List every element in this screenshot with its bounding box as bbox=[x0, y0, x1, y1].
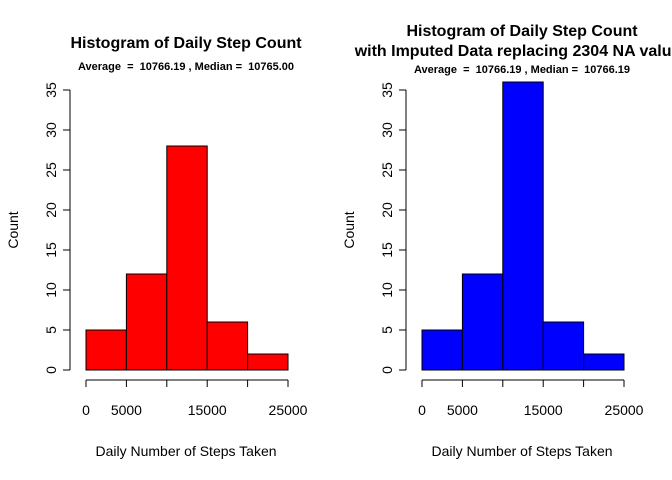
x-tick-label: 0 bbox=[418, 402, 426, 418]
y-tick-label: 10 bbox=[43, 282, 59, 298]
histogram-bar bbox=[542, 321, 585, 371]
y-tick-label: 0 bbox=[43, 366, 59, 374]
panel-imputed-data: Histogram of Daily Step Count with Imput… bbox=[341, 23, 672, 459]
y-tick-label: 30 bbox=[379, 122, 395, 138]
x-tick-label: 5000 bbox=[111, 402, 142, 418]
x-tick-label: 15000 bbox=[524, 402, 563, 418]
histogram-bar bbox=[85, 329, 127, 371]
panel-original-data: Histogram of Daily Step Count Average = … bbox=[5, 35, 308, 459]
y-tick-label: 5 bbox=[379, 326, 395, 334]
histogram-bar bbox=[461, 273, 504, 371]
histogram-bar bbox=[502, 81, 544, 371]
x-tick-label: 5000 bbox=[447, 402, 478, 418]
y-tick-label: 35 bbox=[43, 82, 59, 98]
x-axis-title: Daily Number of Steps Taken bbox=[95, 443, 276, 459]
y-axis-title: Count bbox=[341, 211, 357, 248]
y-tick-label: 25 bbox=[43, 162, 59, 178]
histogram-bar bbox=[206, 321, 249, 371]
histogram-bar bbox=[166, 145, 208, 371]
x-axis-title: Daily Number of Steps Taken bbox=[431, 443, 612, 459]
chart-subtitle: Average = 10766.19 , Median = 10766.19 bbox=[414, 64, 630, 76]
x-tick-label: 15000 bbox=[188, 402, 227, 418]
y-tick-label: 10 bbox=[379, 282, 395, 298]
chart-title: Histogram of Daily Step Count bbox=[406, 23, 638, 40]
y-tick-label: 25 bbox=[379, 162, 395, 178]
y-tick-label: 0 bbox=[379, 366, 395, 374]
chart-title: Histogram of Daily Step Count bbox=[70, 35, 302, 52]
chart-subtitle: Average = 10766.19 , Median = 10765.00 bbox=[78, 61, 294, 73]
y-tick-label: 15 bbox=[379, 242, 395, 258]
y-tick-label: 35 bbox=[379, 82, 395, 98]
histogram-bar bbox=[421, 329, 463, 371]
x-tick-label: 0 bbox=[82, 402, 90, 418]
histogram-bar bbox=[583, 353, 625, 371]
y-tick-label: 20 bbox=[43, 202, 59, 218]
y-tick-label: 20 bbox=[379, 202, 395, 218]
histogram-bar bbox=[247, 353, 289, 371]
y-tick-label: 30 bbox=[43, 122, 59, 138]
chart-title-line-2: with Imputed Data replacing 2304 NA valu… bbox=[354, 43, 672, 60]
x-tick-label: 25000 bbox=[269, 402, 308, 418]
y-axis-title: Count bbox=[5, 211, 21, 248]
y-tick-label: 15 bbox=[43, 242, 59, 258]
x-tick-label: 25000 bbox=[605, 402, 644, 418]
histogram-bar bbox=[125, 273, 168, 371]
y-tick-label: 5 bbox=[43, 326, 59, 334]
